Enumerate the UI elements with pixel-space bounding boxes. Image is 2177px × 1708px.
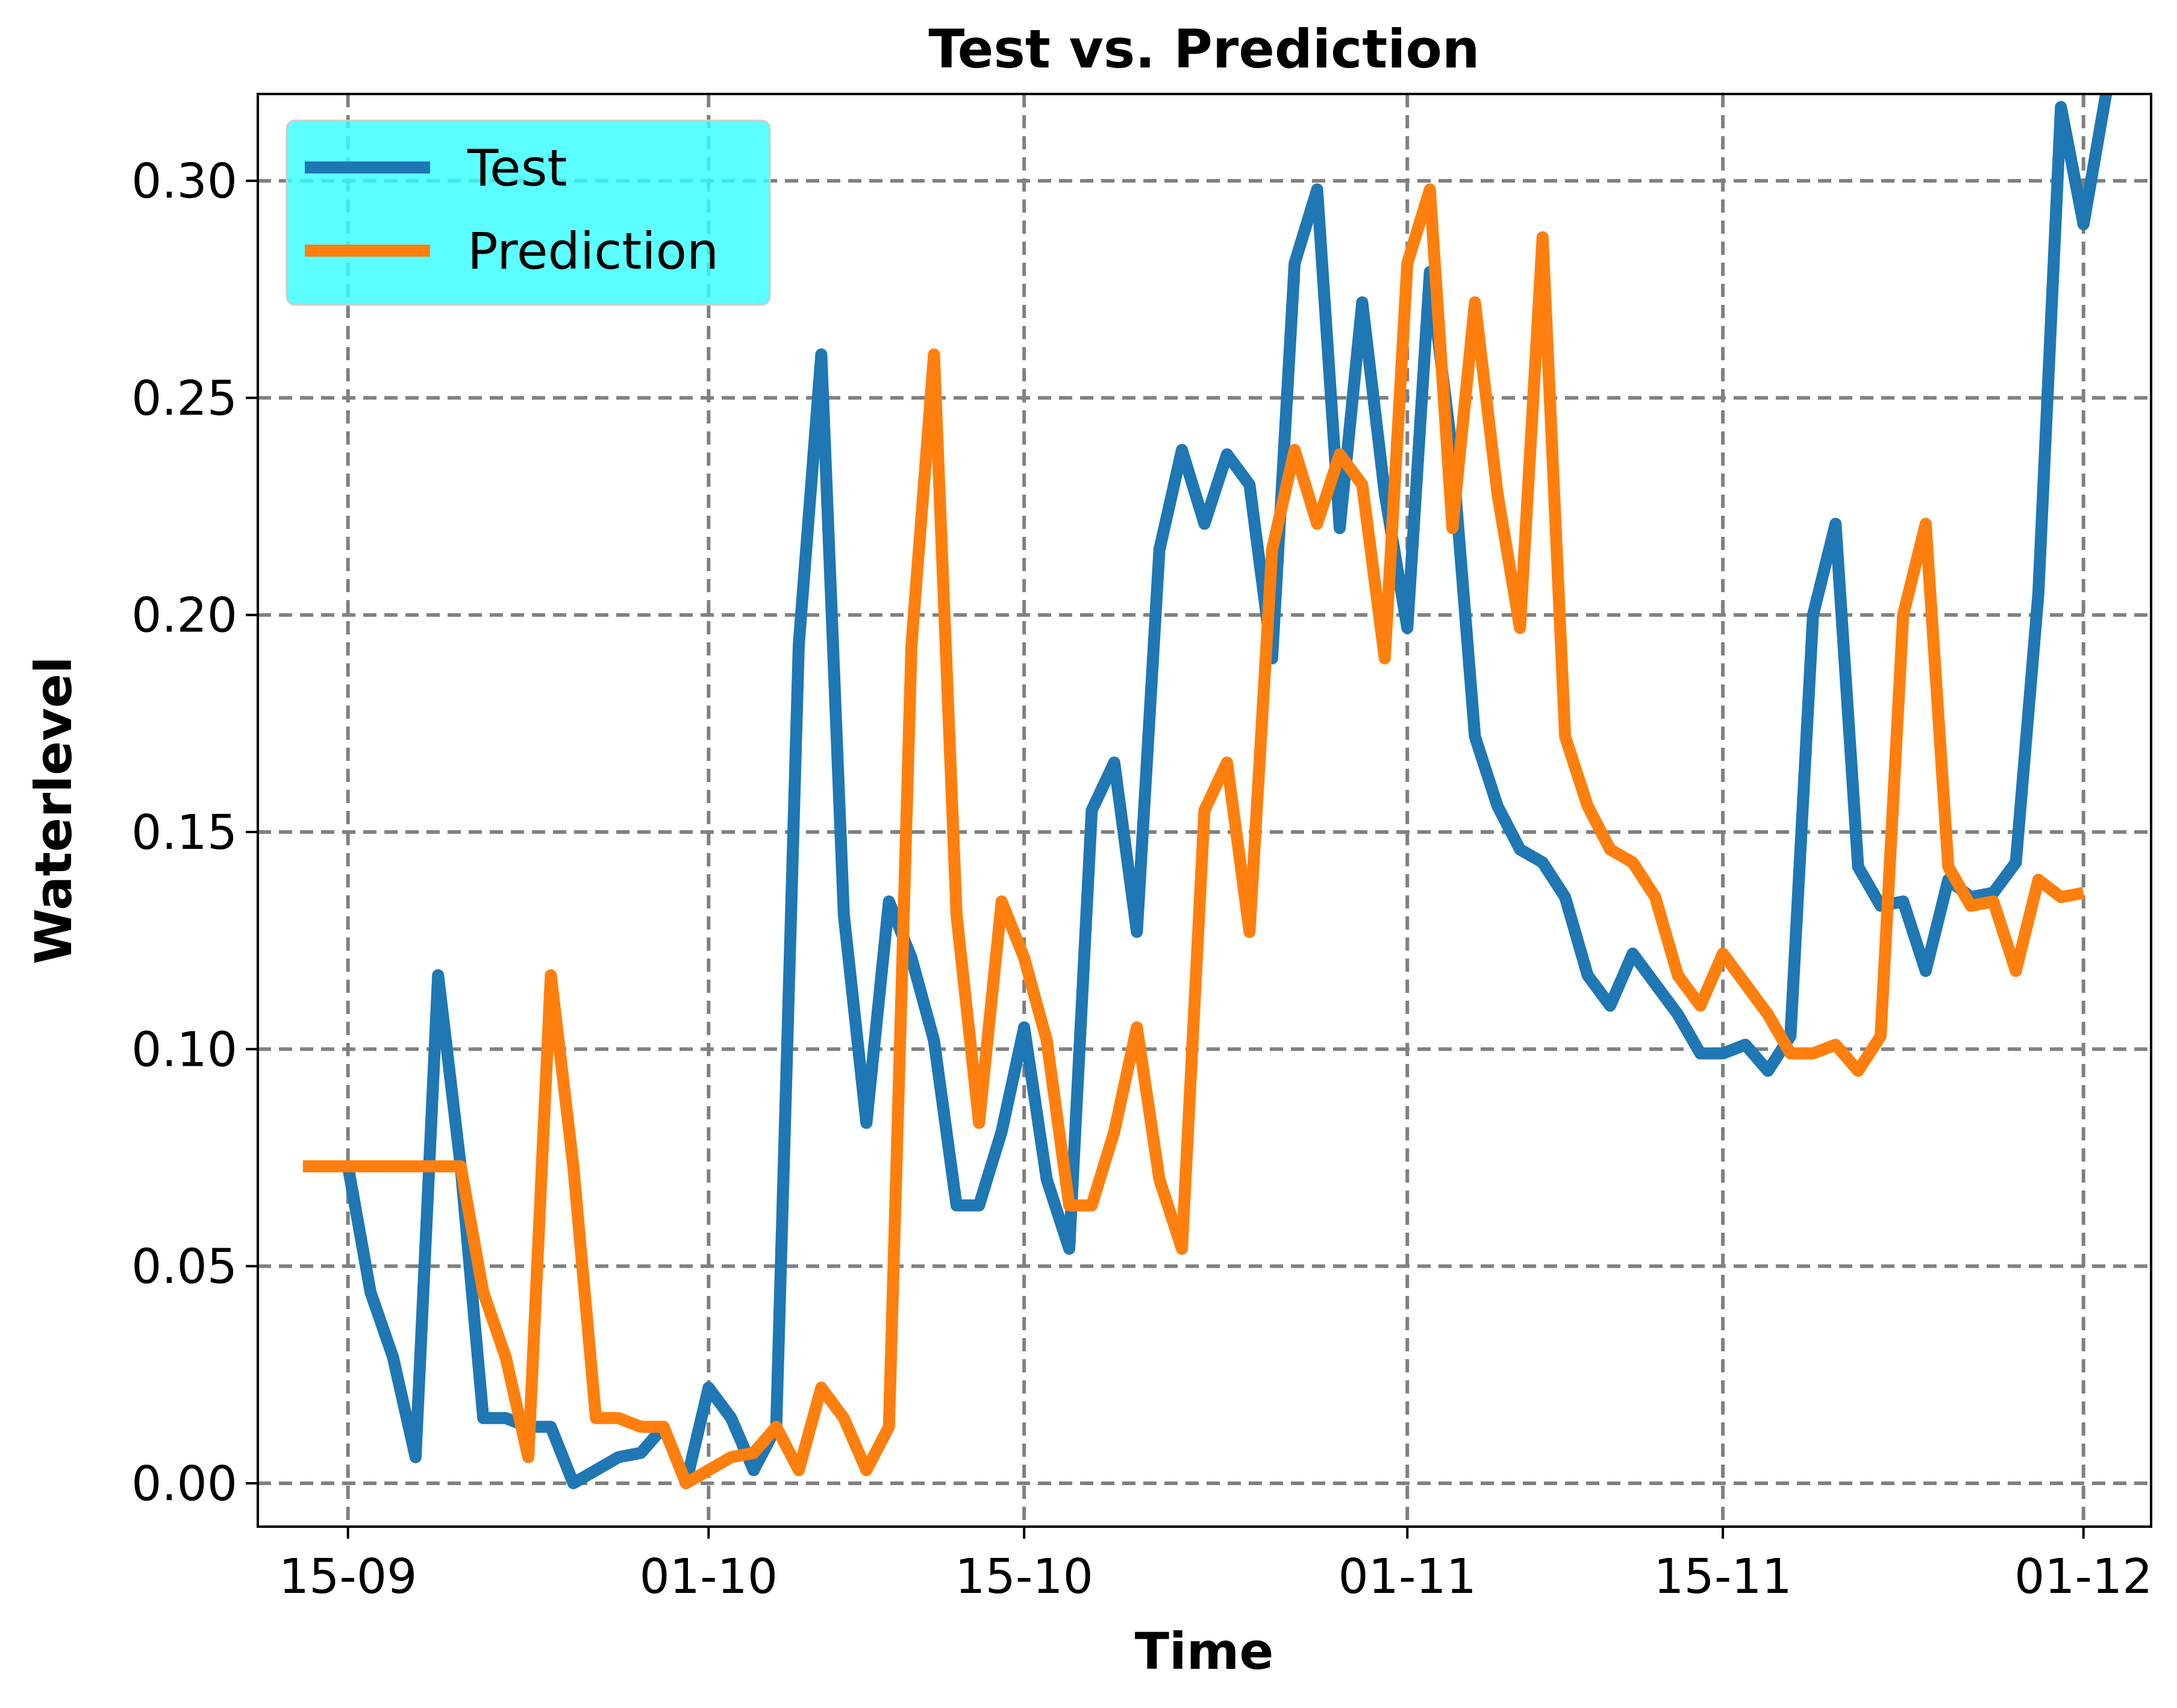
legend-label-prediction: Prediction xyxy=(467,222,719,281)
x-tick-label: 15-09 xyxy=(279,1549,417,1604)
x-axis-ticks: 15-09 01-10 15-10 01-11 15-11 01-12 xyxy=(279,1527,2153,1604)
chart-title: Test vs. Prediction xyxy=(928,18,1479,80)
y-tick-label: 0.05 xyxy=(131,1239,237,1295)
legend: Test Prediction xyxy=(286,119,771,306)
plot-frame xyxy=(257,93,2152,1528)
y-tick-label: 0.20 xyxy=(131,588,237,643)
y-axis-ticks: 0.00 0.05 0.10 0.15 0.20 0.25 0.30 xyxy=(131,154,258,1512)
y-tick-label: 0.00 xyxy=(131,1456,237,1512)
series-lines xyxy=(302,94,2113,1489)
x-tick-label: 01-12 xyxy=(2014,1549,2153,1604)
x-axis-title: Time xyxy=(1135,1622,1274,1681)
legend-label-test: Test xyxy=(467,139,567,198)
y-tick-label: 0.25 xyxy=(131,371,237,426)
x-tick-label: 15-11 xyxy=(1654,1549,1792,1604)
x-tick-label: 01-11 xyxy=(1338,1549,1476,1604)
series-line-test xyxy=(342,94,2113,1489)
y-tick-label: 0.30 xyxy=(131,154,237,209)
x-tick-label: 15-10 xyxy=(955,1549,1093,1604)
y-tick-label: 0.10 xyxy=(131,1022,237,1077)
y-tick-label: 0.15 xyxy=(131,805,237,860)
series-line-prediction xyxy=(302,183,2085,1489)
y-axis-title: Waterlevel xyxy=(24,656,83,964)
x-tick-label: 01-10 xyxy=(640,1549,778,1604)
